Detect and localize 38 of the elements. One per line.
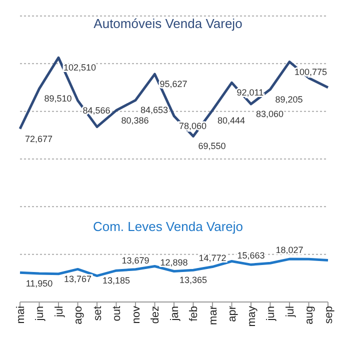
x-tick-label: aug xyxy=(304,306,316,324)
x-tick-label: jul xyxy=(284,306,296,318)
x-tick-label: apr xyxy=(226,306,239,322)
x-tick-label: mar xyxy=(207,306,220,325)
data-label: 14,772 xyxy=(198,252,226,263)
data-label: 11,950 xyxy=(26,278,53,289)
data-label: 80,386 xyxy=(121,115,149,126)
data-label: 95,627 xyxy=(160,79,188,90)
x-tick-label: sep xyxy=(322,306,335,324)
x-tick-label: mai xyxy=(14,306,27,324)
data-label: 13,185 xyxy=(102,276,130,286)
data-label: 13,365 xyxy=(179,275,208,286)
text: Com. Leves Venda Varejo xyxy=(92,219,244,234)
data-label: 83,060 xyxy=(256,109,284,120)
data-label: 102,510 xyxy=(64,62,96,73)
data-label: 89,205 xyxy=(275,94,303,104)
x-tick-label: jun xyxy=(265,306,278,322)
data-label: 13,679 xyxy=(122,255,150,266)
x-tick-label: set xyxy=(92,306,104,321)
text: Automóveis Venda Varejo xyxy=(92,16,244,31)
x-tick-label: jun xyxy=(34,306,46,322)
x-tick-label: jan xyxy=(168,306,181,322)
data-label: 13,767 xyxy=(64,274,92,284)
data-label: 89,510 xyxy=(44,94,72,104)
x-tick-label: feb xyxy=(188,306,200,322)
data-label: 80,444 xyxy=(218,115,246,126)
data-label: 72,677 xyxy=(25,134,53,144)
x-tick-label: ago xyxy=(72,306,85,324)
x-tick-label: out xyxy=(111,306,124,322)
x-tick-label: nov xyxy=(130,306,142,324)
data-label: 69,550 xyxy=(198,141,226,152)
data-label: 15,663 xyxy=(237,250,265,261)
data-label: 12,898 xyxy=(160,257,188,268)
x-tick-label: jul xyxy=(53,306,66,318)
x-tick-label: may xyxy=(246,306,258,327)
data-label: 18,027 xyxy=(276,245,304,256)
x-tick-label: dez xyxy=(150,306,162,324)
data-label: 84,653 xyxy=(140,105,168,116)
